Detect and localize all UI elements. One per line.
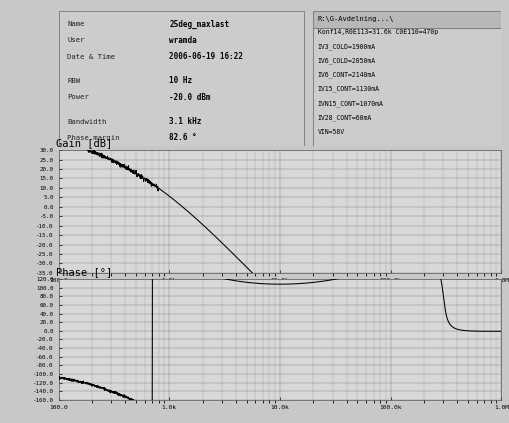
Bar: [313, 11, 501, 28]
Text: VIN=58V: VIN=58V: [318, 129, 345, 135]
Text: 10 Hz: 10 Hz: [169, 77, 192, 85]
Text: Date & Time: Date & Time: [67, 54, 116, 60]
Text: -20.0 dBm: -20.0 dBm: [169, 93, 211, 102]
Text: IV3_COLD=1900mA: IV3_COLD=1900mA: [318, 43, 376, 50]
Bar: [59, 11, 304, 146]
Text: IV6_COLD=2050mA: IV6_COLD=2050mA: [318, 58, 376, 64]
Text: Power: Power: [67, 94, 89, 100]
Text: IV6_CONT=2140mA: IV6_CONT=2140mA: [318, 71, 376, 78]
Text: IV28_CONT=60mA: IV28_CONT=60mA: [318, 114, 372, 121]
Text: wramda: wramda: [169, 36, 197, 45]
Text: IVN15_CONT=1070mA: IVN15_CONT=1070mA: [318, 100, 383, 107]
Bar: [313, 28, 501, 146]
Text: RBW: RBW: [67, 78, 80, 84]
Text: 3.1 kHz: 3.1 kHz: [169, 117, 202, 126]
Text: User: User: [67, 37, 85, 43]
Text: R:\G-Avdelning...\: R:\G-Avdelning...\: [318, 16, 394, 22]
Text: 25deg_maxlast: 25deg_maxlast: [169, 19, 230, 29]
Text: 82.6 °: 82.6 °: [169, 133, 197, 142]
Text: Phase [°]: Phase [°]: [56, 267, 112, 277]
Text: IV15_CONT=1130mA: IV15_CONT=1130mA: [318, 86, 380, 92]
Text: Gain [dB]: Gain [dB]: [56, 138, 112, 148]
Text: Konf14,R0E113=31.6k C0E110=470p: Konf14,R0E113=31.6k C0E110=470p: [318, 29, 438, 35]
Text: Bandwidth: Bandwidth: [67, 118, 107, 124]
Text: Name: Name: [67, 21, 85, 27]
Text: Phase margin: Phase margin: [67, 135, 120, 141]
Text: 2006-06-19 16:22: 2006-06-19 16:22: [169, 52, 243, 61]
